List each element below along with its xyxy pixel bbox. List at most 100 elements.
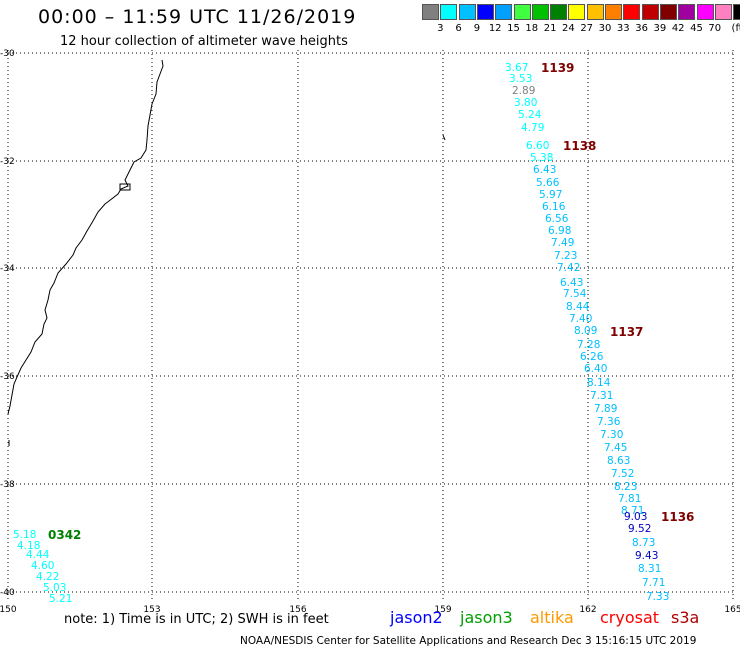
wave-height-value: 8.44 [566, 301, 590, 313]
satellite-jason3: jason3 [460, 608, 513, 627]
legend-swatch [440, 4, 458, 20]
coastline-islet [119, 183, 131, 191]
wave-height-value: 7.49 [551, 237, 574, 249]
wave-height-value: 6.56 [545, 213, 569, 225]
satellite-jason2: jason2 [390, 608, 443, 627]
legend-label: 21 [543, 23, 557, 34]
legend-label: 30 [598, 23, 612, 34]
legend-swatch [586, 4, 604, 20]
legend-label: 36 [635, 23, 648, 34]
legend-swatch [714, 4, 732, 20]
latitude-tick: -38 [0, 480, 15, 490]
wave-height-value: 3.80 [514, 97, 537, 109]
longitude-tick: 159 [434, 605, 451, 615]
page-title: 00:00 – 11:59 UTC 11/26/2019 [38, 6, 357, 28]
wave-height-value: 7.52 [611, 468, 634, 480]
legend-label: 15 [507, 23, 520, 34]
wave-height-value: 7.31 [590, 390, 613, 402]
wave-height-value: 8.09 [574, 325, 597, 337]
legend-label: 9 [473, 23, 481, 34]
legend-swatch [605, 4, 622, 20]
wave-height-value: 7.71 [642, 577, 665, 589]
latitude-tick: -32 [0, 157, 15, 167]
track-label: 1139 [541, 61, 574, 75]
wave-height-value: 9.52 [628, 523, 651, 535]
wave-height-value: 4.44 [26, 549, 50, 561]
legend-label: 24 [562, 23, 575, 34]
legend-swatch [531, 4, 549, 20]
wave-height-value: 5.18 [13, 529, 36, 541]
wave-height-value: 5.21 [49, 593, 72, 605]
wave-height-value: 7.36 [597, 416, 621, 428]
wave-height-value: 6.16 [542, 201, 566, 213]
wave-height-value: 8.31 [638, 563, 661, 575]
legend-swatch [696, 4, 714, 20]
map-grid: 150 153 156 159 162 165 -30 -32 -34 -36 -38 -40 [0, 49, 740, 615]
legend-swatch [422, 4, 439, 20]
legend-swatch [513, 4, 531, 20]
wave-height-value: 7.28 [577, 339, 600, 351]
wave-height-value: 6.43 [533, 164, 556, 176]
longitude-tick: 162 [579, 605, 596, 615]
note-text: note: 1) Time is in UTC; 2) SWH is in fe… [64, 612, 329, 627]
wave-height-value: 3.67 [505, 62, 528, 74]
legend-label: 6 [455, 23, 462, 34]
legend-swatch [678, 4, 696, 20]
wave-height-value: 7.33 [646, 591, 669, 603]
longitude-tick: 156 [289, 605, 306, 615]
legend-swatch [568, 4, 586, 20]
legend-label: 70 [708, 23, 722, 34]
credit-line: NOAA/NESDIS Center for Satellite Applica… [240, 635, 697, 647]
latitude-tick: -36 [0, 372, 15, 382]
coastline-fragment [442, 134, 446, 141]
legend-label: 12 [488, 23, 502, 34]
wave-height-value: 8.23 [614, 481, 637, 493]
legend-label: (ft) [731, 23, 740, 34]
longitude-tick: 153 [143, 605, 160, 615]
wave-height-value: 4.60 [31, 560, 54, 572]
legend-swatch [458, 4, 476, 20]
legend-swatch [476, 4, 494, 20]
wave-height-value: 7.54 [563, 288, 587, 300]
satellite-altika: altika [530, 608, 574, 627]
wave-height-value: 7.89 [594, 403, 617, 415]
wave-height-value: 5.03 [43, 582, 66, 594]
legend-swatch [495, 4, 513, 20]
legend-swatch [623, 4, 641, 20]
latitude-tick: -30 [0, 49, 15, 59]
wave-height-value: 8.63 [607, 455, 630, 467]
track-label: 1136 [661, 510, 694, 524]
wave-height-value: 6.43 [560, 277, 583, 289]
wave-height-value: 8.73 [632, 537, 655, 549]
wave-height-value: 7.23 [554, 250, 577, 262]
wave-height-value: 4.22 [36, 571, 59, 583]
legend-label: 42 [671, 23, 685, 34]
wave-height-value: 5.97 [539, 189, 562, 201]
longitude-tick: 150 [0, 605, 17, 615]
wave-height-value: 9.43 [635, 550, 658, 562]
wave-height-value: 8.71 [621, 505, 644, 517]
observation-layer: 3.673.532.893.805.244.796.605.386.435.66… [13, 62, 669, 605]
legend-label: 39 [653, 23, 667, 34]
page-subtitle: 12 hour collection of altimeter wave hei… [60, 34, 348, 49]
wave-height-value: 6.60 [526, 140, 549, 152]
satellite-s3a: s3a [671, 608, 700, 627]
wave-height-value: 4.79 [521, 122, 544, 134]
wave-height-value: 9.03 [624, 511, 647, 523]
legend-swatch [641, 4, 659, 20]
satellite-cryosat: cryosat [600, 608, 660, 627]
wave-height-value: 6.26 [580, 351, 604, 363]
wave-height-value: 7.81 [618, 493, 641, 505]
wave-height-value: 6.98 [548, 225, 571, 237]
wave-height-value: 6.40 [584, 363, 607, 375]
legend-swatch [733, 4, 740, 20]
wave-height-value: 7.42 [557, 262, 580, 274]
wave-height-value: 7.30 [600, 429, 623, 441]
wave-height-value: 7.40 [569, 313, 592, 325]
legend-label: 3 [437, 23, 444, 34]
wave-height-value: 8.14 [587, 377, 611, 389]
track-label-layer: 1139 1138 1137 1136 0342 [48, 61, 694, 542]
legend-label: 45 [690, 23, 703, 34]
latitude-tick: -40 [0, 588, 15, 598]
